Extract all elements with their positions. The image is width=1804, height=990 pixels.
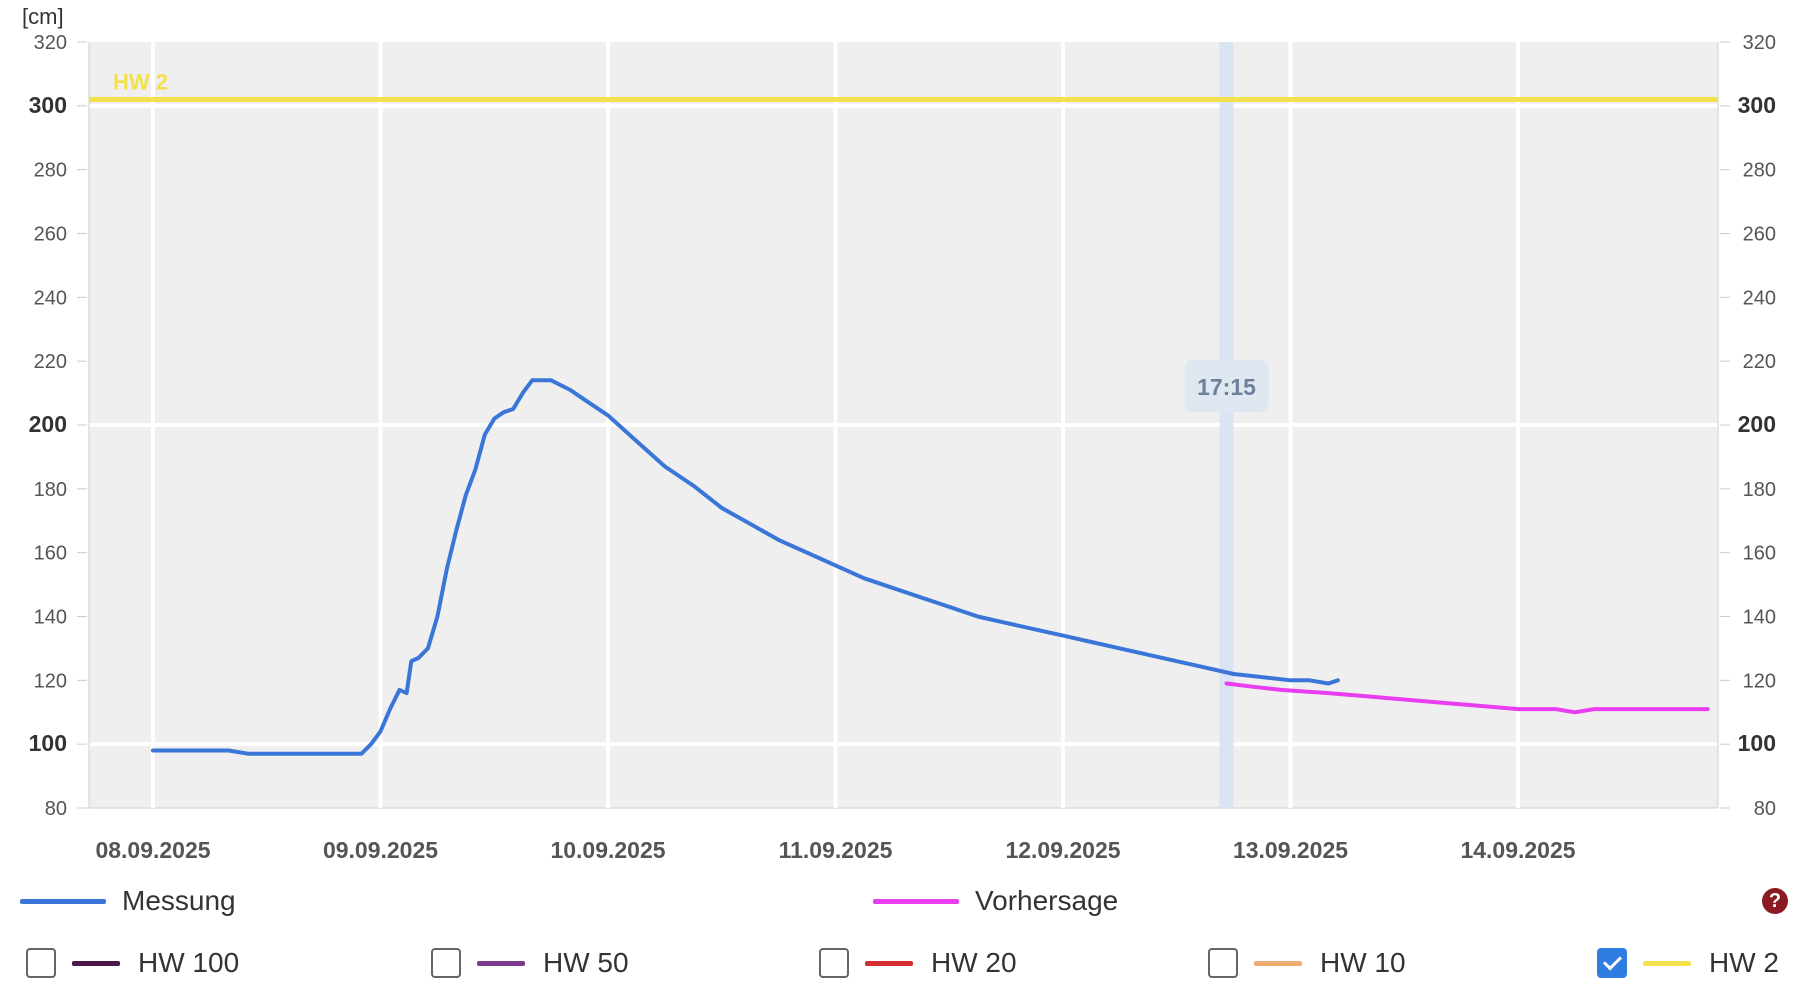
threshold-swatch	[1254, 960, 1302, 966]
y-tick-label-right: 260	[1743, 224, 1776, 246]
toggle-hw-2[interactable]: HW 2	[1597, 938, 1779, 988]
x-tick-label: 13.09.2025	[1233, 837, 1348, 863]
axis-labels: 80 80 100 100 120 120 140 140 160 160 180 180 200 200…	[29, 32, 1776, 863]
x-tick-label: 11.09.2025	[779, 837, 893, 863]
legend-item-vorhersage[interactable]: Vorhersage	[873, 876, 1118, 926]
series-line-messung	[151, 378, 1340, 756]
series-legend: Messung Vorhersage ?	[0, 876, 1804, 926]
current-time-band	[1219, 42, 1234, 808]
data-series	[151, 378, 1710, 756]
legend-label: Vorhersage	[975, 885, 1119, 916]
checkbox[interactable]	[431, 948, 461, 978]
y-tick-label-right: 220	[1743, 351, 1776, 373]
checkbox[interactable]	[1597, 948, 1627, 978]
question-icon[interactable]: ?	[1762, 888, 1788, 914]
y-tick-label-left: 280	[34, 160, 67, 182]
x-tick-label: 14.09.2025	[1460, 837, 1575, 863]
y-tick-label-right: 200	[1738, 411, 1776, 437]
y-tick-label-left: 180	[34, 479, 67, 501]
current-time-bubble	[1184, 360, 1269, 412]
y-tick-label-left: 160	[34, 543, 67, 565]
y-tick-label-left: 100	[29, 730, 67, 756]
x-tick-label: 09.09.2025	[323, 837, 438, 863]
y-tick-label-left: 80	[45, 798, 67, 820]
threshold-swatch	[477, 960, 525, 966]
threshold-label-hw2: HW 2	[113, 69, 168, 94]
y-tick-label-left: 200	[29, 411, 67, 437]
checkbox[interactable]	[1208, 948, 1238, 978]
y-tick-label-left: 240	[34, 287, 67, 309]
toggle-hw-50[interactable]: HW 50	[431, 938, 629, 988]
y-tick-label-right: 280	[1743, 160, 1776, 182]
threshold-lines: HW 2	[89, 69, 1718, 102]
y-tick-label-left: 140	[34, 607, 67, 629]
y-tick-label-right: 80	[1754, 798, 1776, 820]
threshold-swatch	[1643, 960, 1691, 966]
y-axis-unit-label: [cm]	[22, 4, 64, 29]
toggle-label: HW 10	[1320, 947, 1406, 978]
toggle-label: HW 20	[931, 947, 1017, 978]
checkbox[interactable]	[819, 948, 849, 978]
y-tick-label-right: 160	[1743, 543, 1776, 565]
legend-item-messung[interactable]: Messung	[20, 876, 236, 926]
y-tick-label-left: 300	[29, 92, 67, 118]
y-tick-label-right: 100	[1738, 730, 1776, 756]
threshold-swatch	[72, 960, 120, 966]
series-line-vorhersage	[1224, 681, 1710, 715]
y-tick-label-left: 120	[34, 670, 67, 692]
threshold-swatch	[865, 960, 913, 966]
current-time-marker: 17:15	[1184, 42, 1269, 808]
y-tick-label-right: 240	[1743, 287, 1776, 309]
toggle-label: HW 2	[1709, 947, 1779, 978]
toggle-label: HW 50	[543, 947, 629, 978]
x-tick-label: 10.09.2025	[550, 837, 665, 863]
x-tick-label: 08.09.2025	[95, 837, 210, 863]
checkbox[interactable]	[26, 948, 56, 978]
toggle-hw-10[interactable]: HW 10	[1208, 938, 1406, 988]
y-tick-label-right: 140	[1743, 607, 1776, 629]
toggle-hw-20[interactable]: HW 20	[819, 938, 1017, 988]
toggle-label: HW 100	[138, 947, 240, 978]
current-time-label: 17:15	[1197, 374, 1256, 400]
legend-line-messung	[20, 898, 106, 904]
y-tick-label-left: 260	[34, 224, 67, 246]
y-tick-label-left: 220	[34, 351, 67, 373]
y-tick-label-right: 320	[1743, 32, 1776, 54]
legend-label: Messung	[122, 885, 236, 916]
x-tick-label: 12.09.2025	[1005, 837, 1120, 863]
toggle-hw-100[interactable]: HW 100	[26, 938, 239, 988]
legend-line-vorhersage	[873, 898, 959, 904]
y-tick-label-left: 320	[34, 32, 67, 54]
y-tick-label-right: 120	[1743, 670, 1776, 692]
y-tick-label-right: 180	[1743, 479, 1776, 501]
y-tick-label-right: 300	[1738, 92, 1776, 118]
threshold-toggles: HW 100 HW 50 HW 20 HW 10 HW 2	[0, 938, 1804, 988]
